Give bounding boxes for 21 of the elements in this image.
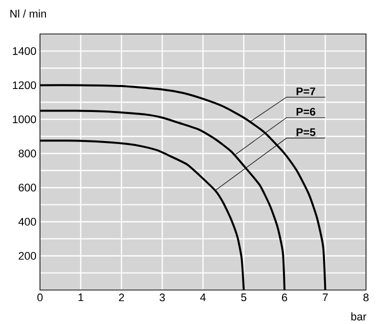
x-tick-label: 1 xyxy=(78,294,84,302)
y-tick-label: 600 xyxy=(18,184,36,192)
y-tick-label: 1000 xyxy=(12,115,36,124)
y-tick-label: 1200 xyxy=(12,81,36,90)
x-tick-label: 7 xyxy=(322,294,328,302)
x-tick-label: 6 xyxy=(282,294,288,302)
x-axis-title: bar xyxy=(351,312,366,320)
x-tick-label: 4 xyxy=(200,294,206,302)
annotation: P=6 xyxy=(296,108,316,116)
y-tick-label: 1400 xyxy=(12,47,36,55)
x-tick-label: 5 xyxy=(241,294,246,302)
annotation: P=5 xyxy=(296,128,316,136)
y-tick-label: 200 xyxy=(18,252,36,260)
y-axis-title: Nl / min xyxy=(10,10,46,18)
x-tick-label: 2 xyxy=(119,294,124,302)
annotation: P=7 xyxy=(296,88,316,96)
x-tick-label: 0 xyxy=(37,294,43,302)
y-tick-label: 400 xyxy=(18,218,36,226)
x-tick-label: 3 xyxy=(160,294,165,302)
x-tick-label: 8 xyxy=(363,294,369,302)
y-tick-label: 800 xyxy=(18,150,36,158)
